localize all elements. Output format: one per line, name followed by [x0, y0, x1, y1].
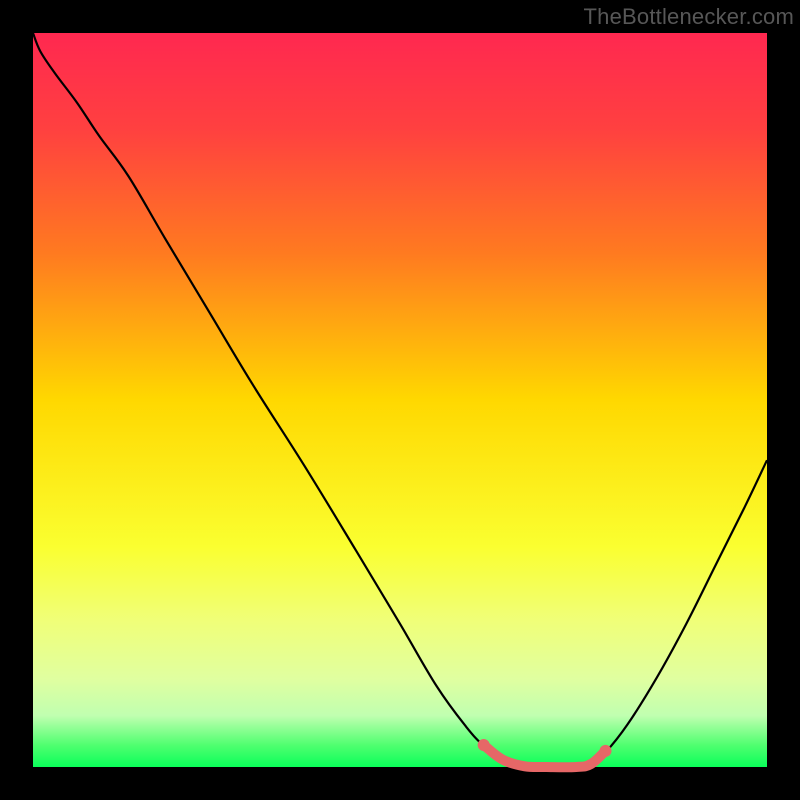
gradient-background [33, 33, 767, 767]
optimal-range-end-marker [600, 745, 612, 757]
bottleneck-chart [0, 0, 800, 800]
watermark-label: TheBottlenecker.com [584, 4, 794, 30]
optimal-range-start-marker [478, 739, 490, 751]
